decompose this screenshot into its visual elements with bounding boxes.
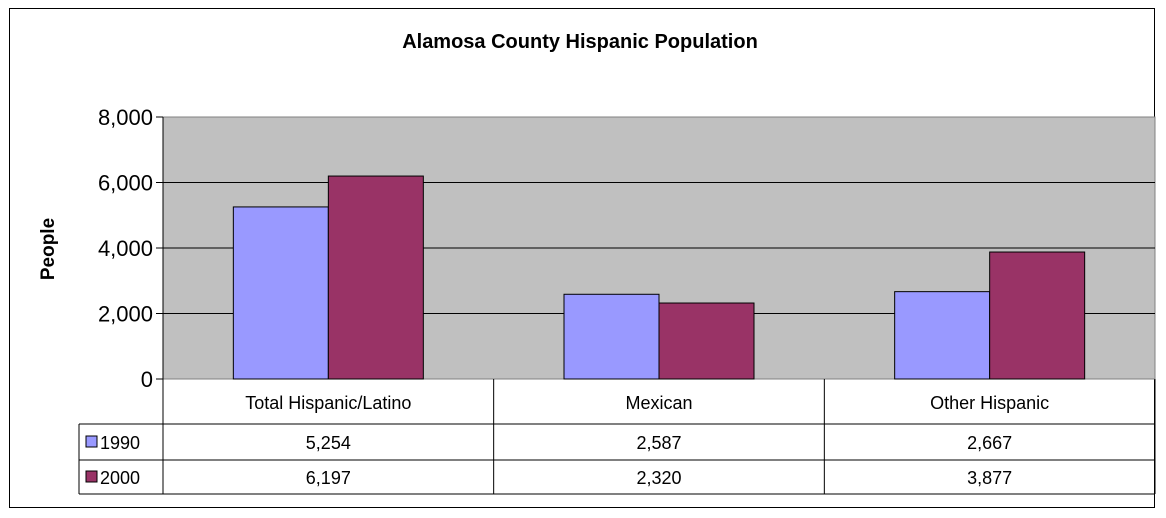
data-label: 3,877 xyxy=(967,468,1012,488)
legend-label-2000: 2000 xyxy=(100,468,140,488)
bar-1990-1 xyxy=(564,294,659,379)
category-label: Other Hispanic xyxy=(930,393,1049,413)
category-label: Total Hispanic/Latino xyxy=(245,393,411,413)
data-table: Total Hispanic/Latino Mexican Other Hispan… xyxy=(79,379,1155,494)
bar-1990-0 xyxy=(233,207,328,379)
bar-2000-1 xyxy=(659,303,754,379)
chart-title: Alamosa County Hispanic Population xyxy=(402,31,758,53)
data-label: 5,254 xyxy=(306,433,351,453)
y-tick-label: 2,000 xyxy=(98,302,153,327)
bar-2000-2 xyxy=(990,252,1085,379)
legend-swatch-1990 xyxy=(86,436,97,447)
y-tick-label: 4,000 xyxy=(98,236,153,261)
data-label: 2,320 xyxy=(636,468,681,488)
data-label: 2,667 xyxy=(967,433,1012,453)
legend-label-1990: 1990 xyxy=(100,433,140,453)
y-tick-label: 0 xyxy=(141,367,153,392)
data-label: 2,587 xyxy=(636,433,681,453)
bar-1990-2 xyxy=(895,292,990,379)
y-tick-label: 6,000 xyxy=(98,171,153,196)
bar-2000-0 xyxy=(328,176,423,379)
y-axis-label: People xyxy=(38,218,59,280)
y-tick-label: 8,000 xyxy=(98,105,153,130)
data-label: 6,197 xyxy=(306,468,351,488)
category-label: Mexican xyxy=(625,393,692,413)
legend-swatch-2000 xyxy=(86,471,97,482)
y-axis-ticks: 0 2,000 4,000 6,000 8,000 xyxy=(98,105,163,392)
